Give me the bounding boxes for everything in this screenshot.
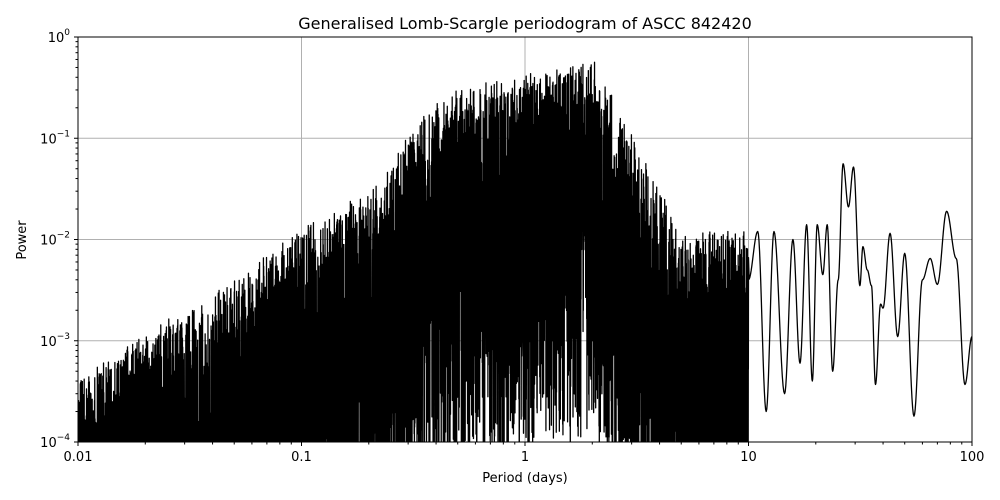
axis-ticks <box>74 36 973 446</box>
x-tick-label: 100 <box>960 450 985 465</box>
chart-title: Generalised Lomb-Scargle periodogram of … <box>298 14 752 33</box>
x-axis-label: Period (days) <box>482 471 568 486</box>
periodogram-line <box>78 61 972 442</box>
y-axis-label: Power <box>15 220 30 260</box>
y-tick-label: 10−4 <box>40 433 70 451</box>
x-tick-label: 10 <box>740 450 757 465</box>
y-tick-label: 10−3 <box>40 332 70 350</box>
y-tick-labels: 10−4 10−3 10−2 10−1 100 <box>40 28 70 451</box>
x-tick-labels: 0.01 0.1 1 10 100 <box>64 450 985 465</box>
x-tick-label: 0.1 <box>291 450 312 465</box>
y-tick-label: 10−1 <box>40 129 70 147</box>
y-tick-label: 10−2 <box>40 231 70 249</box>
x-tick-label: 0.01 <box>64 450 93 465</box>
y-tick-label: 100 <box>48 28 71 46</box>
x-tick-label: 1 <box>521 450 529 465</box>
